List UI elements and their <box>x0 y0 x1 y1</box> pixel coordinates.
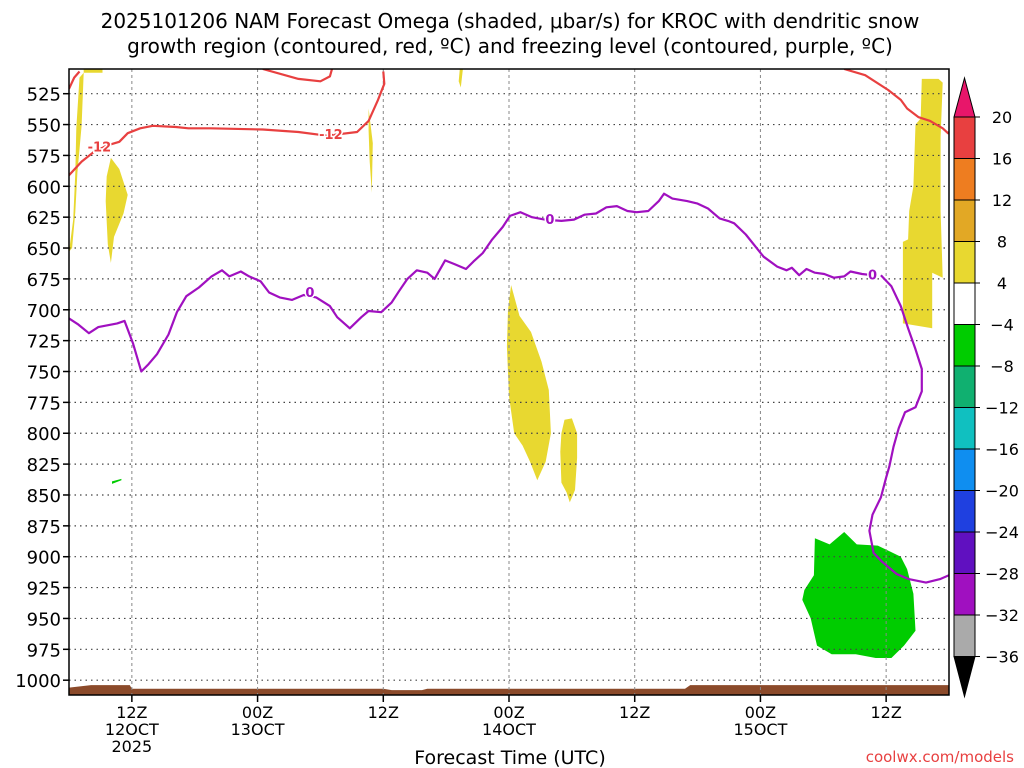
x-tick-label-54-0: 12Z <box>619 703 650 722</box>
contour--12-segment-3 <box>843 69 949 135</box>
colorbar-top-arrow <box>953 76 976 118</box>
y-tick-label-600: 600 <box>27 177 61 198</box>
x-tick-label-66-0: 00Z <box>745 703 776 722</box>
y-tick-label-975: 975 <box>27 640 61 661</box>
colorbar-label-12: −32 <box>985 606 1019 625</box>
contour-label-0-1: 0 <box>545 213 554 228</box>
contour-0-segment-0 <box>69 192 873 373</box>
colorbar-swatch-8 <box>953 448 976 491</box>
x-tick-label-18-1: 13OCT <box>231 720 285 739</box>
colorbar-label-2: 12 <box>992 191 1012 210</box>
colorbar-swatch-5 <box>953 324 976 367</box>
contour-layer: -12 -12 0 0 0 <box>69 69 949 584</box>
y-tick-label-625: 625 <box>27 208 61 229</box>
y-tick-label-750: 750 <box>27 363 61 384</box>
omega-region-6 <box>560 418 578 503</box>
y-tick-label-900: 900 <box>27 548 61 569</box>
colorbar-swatch-12 <box>953 614 976 657</box>
chart-title-line1: 2025101206 NAM Forecast Omega (shaded, μ… <box>101 9 920 33</box>
colorbar-swatch-11 <box>953 573 976 616</box>
colorbar-label-3: 8 <box>997 233 1007 252</box>
contour-label--12-1: -12 <box>319 128 343 143</box>
colorbar-swatch-0 <box>953 116 976 159</box>
x-tick-label-6-1: 12OCT <box>105 720 159 739</box>
y-tick-label-850: 850 <box>27 486 61 507</box>
contour--12-segment-1 <box>69 70 81 90</box>
x-tick-label-78-0: 12Z <box>870 703 901 722</box>
grid-layer <box>69 69 949 695</box>
y-tick-label-800: 800 <box>27 424 61 445</box>
y-tick-label-950: 950 <box>27 609 61 630</box>
x-axis-label: Forecast Time (UTC) <box>414 747 605 768</box>
colorbar-label-4: 4 <box>997 274 1007 293</box>
x-tick-label-6-0: 12Z <box>116 703 147 722</box>
y-tick-label-775: 775 <box>27 393 61 414</box>
y-tick-label-875: 875 <box>27 517 61 538</box>
omega-region-4 <box>368 108 373 193</box>
colorbar-label-10: −24 <box>985 523 1019 542</box>
omega-region-3 <box>458 69 463 88</box>
x-tick-label-42-1: 14OCT <box>482 720 536 739</box>
y-tick-label-575: 575 <box>27 146 61 167</box>
contour--12-segment-0 <box>69 71 386 176</box>
contour--12-segment-2 <box>262 69 334 83</box>
colorbar: 20 16 12 8 4 −4 −8 −12 −16 −20 −24 −28 −32 −36 <box>953 76 1019 699</box>
colorbar-label-1: 16 <box>992 150 1012 169</box>
omega-region-2 <box>105 157 128 263</box>
colorbar-swatch-3 <box>953 241 976 284</box>
x-tick-label-42-0: 00Z <box>493 703 524 722</box>
contour-0-segment-1 <box>868 274 949 584</box>
colorbar-label-8: −16 <box>985 440 1019 459</box>
colorbar-label-13: −36 <box>985 648 1019 667</box>
y-tick-label-650: 650 <box>27 239 61 260</box>
y-axis: 525 550 575 600 625 650 675 700 725 750 775 800 825 8… <box>15 85 69 692</box>
y-tick-label-725: 725 <box>27 332 61 353</box>
contour-label--12-0: -12 <box>88 140 112 155</box>
x-tick-label-66-1: 15OCT <box>733 720 787 739</box>
y-tick-label-825: 825 <box>27 455 61 476</box>
omega-region-5 <box>506 285 551 481</box>
omega-region-8 <box>802 532 916 658</box>
y-tick-label-525: 525 <box>27 85 61 106</box>
y-tick-label-1000: 1000 <box>15 671 61 692</box>
omega-region-9 <box>112 478 122 484</box>
colorbar-swatch-7 <box>953 407 976 450</box>
x-tick-label-18-0: 00Z <box>242 703 273 722</box>
contour-label-0-2: 0 <box>868 269 877 284</box>
colorbar-bottom-arrow <box>953 656 976 699</box>
x-tick-label-6-2: 2025 <box>111 737 152 756</box>
colorbar-label-0: 20 <box>992 108 1012 127</box>
omega-region-1 <box>83 69 103 73</box>
colorbar-swatch-6 <box>953 365 976 408</box>
colorbar-label-11: −28 <box>985 565 1019 584</box>
colorbar-swatch-10 <box>953 531 976 574</box>
colorbar-label-6: −8 <box>990 357 1014 376</box>
chart-title-line2: growth region (contoured, red, ºC) and f… <box>127 34 893 58</box>
colorbar-label-9: −20 <box>985 482 1019 501</box>
colorbar-swatch-1 <box>953 158 976 201</box>
contour-label-0-0: 0 <box>305 286 314 301</box>
omega-shading-layer <box>69 69 943 658</box>
colorbar-label-5: −4 <box>990 316 1014 335</box>
colorbar-swatch-9 <box>953 490 976 533</box>
credit-text: coolwx.com/models <box>866 748 1014 766</box>
y-tick-label-700: 700 <box>27 301 61 322</box>
colorbar-label-7: −12 <box>985 399 1019 418</box>
y-tick-label-925: 925 <box>27 579 61 600</box>
surface-band <box>69 685 949 695</box>
surface-band-layer <box>69 685 949 695</box>
colorbar-swatch-2 <box>953 199 976 242</box>
y-tick-label-675: 675 <box>27 270 61 291</box>
x-tick-label-30-0: 12Z <box>368 703 399 722</box>
colorbar-swatch-4 <box>953 282 976 325</box>
omega-region-0 <box>69 72 84 252</box>
y-tick-label-550: 550 <box>27 116 61 137</box>
omega-region-7 <box>902 78 943 329</box>
